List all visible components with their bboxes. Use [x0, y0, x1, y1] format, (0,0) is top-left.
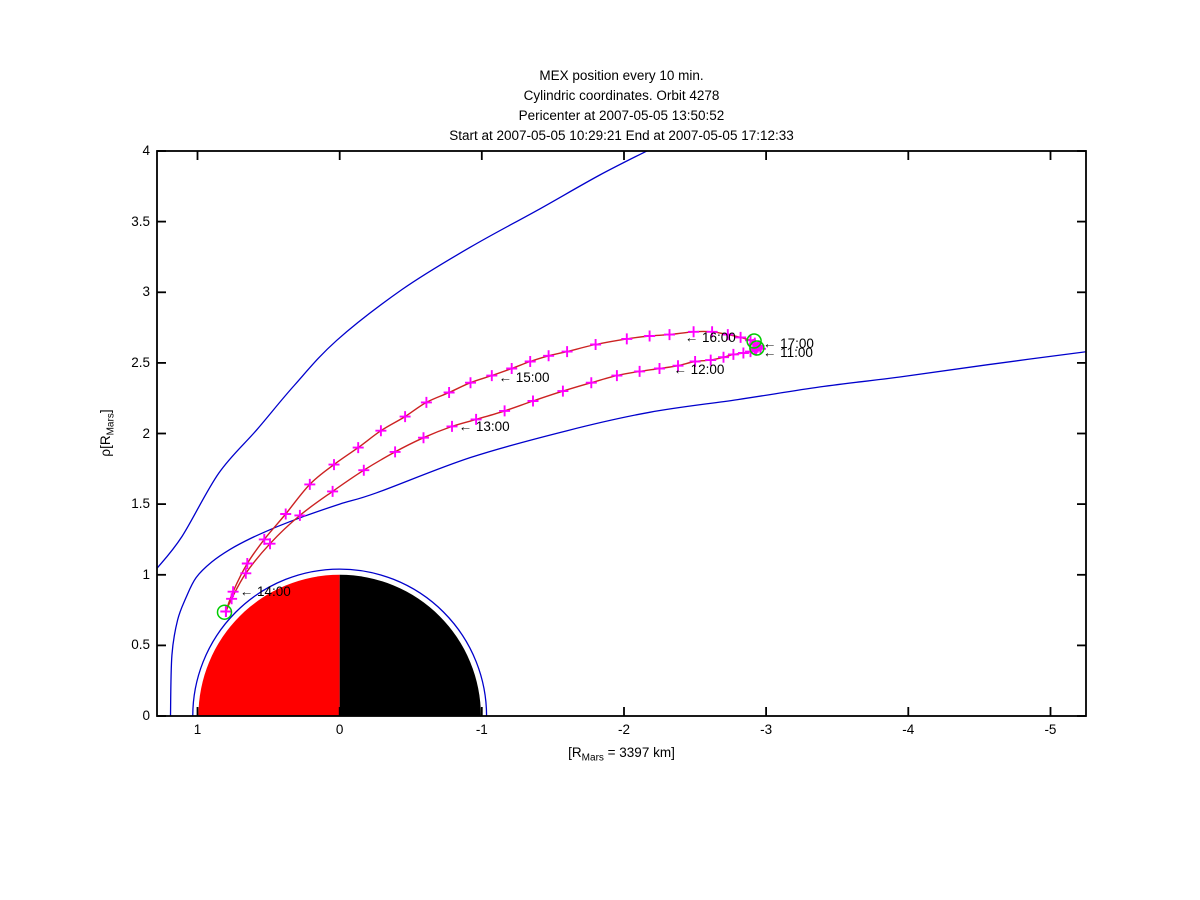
time-tick-marker — [561, 346, 573, 358]
x-tick-label-0: 0 — [335, 722, 344, 737]
time-tick-marker — [418, 432, 429, 444]
time-tick-marker — [446, 420, 458, 432]
time-tick-marker — [705, 354, 717, 366]
time-tick-marker — [557, 385, 569, 397]
orbit-end-marker — [746, 333, 762, 349]
time-tick-marker — [443, 387, 455, 398]
time-tick-marker — [389, 446, 401, 458]
magnetic-pileup-boundary-curve — [169, 351, 1086, 716]
pericenter-marker — [216, 604, 233, 620]
time-tick-marker — [304, 478, 316, 490]
time-tick-marker — [737, 347, 749, 359]
time-tick-marker — [644, 330, 656, 342]
plot-contents — [157, 151, 1086, 716]
time-tick-marker — [621, 333, 633, 345]
x-axis-label-suffix: = 3397 km] — [603, 745, 675, 760]
time-tick-marker — [258, 533, 270, 545]
title-line-4: Start at 2007-05-05 10:29:21 End at 2007… — [449, 128, 794, 143]
y-tick-label-3.5: 3.5 — [131, 213, 150, 229]
title-line-1: MEX position every 10 min. — [539, 68, 704, 83]
x-tick-label-1: 1 — [193, 722, 202, 737]
planet-dayside — [198, 574, 340, 716]
x-axis-label-subscript: Mars — [581, 752, 604, 764]
time-tick-marker — [735, 331, 747, 343]
planet-outline-circle — [192, 568, 488, 716]
x-tick-label--1: -1 — [475, 722, 488, 737]
time-tick-marker — [241, 558, 253, 569]
time-tick-marker — [527, 395, 539, 407]
y-tick-label-1: 1 — [142, 566, 150, 582]
time-tick-marker — [499, 405, 511, 417]
annotation-12:00: ← 12:00 — [673, 361, 725, 377]
plot-title-block: MEX position every 10 min. Cylindric coo… — [157, 66, 1086, 146]
time-tick-marker — [634, 365, 646, 377]
time-tick-marker — [328, 459, 340, 471]
time-tick-marker — [524, 356, 536, 367]
time-tick-marker — [420, 396, 432, 408]
time-tick-marker — [375, 425, 387, 437]
time-tick-marker — [590, 339, 602, 350]
time-tick-marker — [280, 508, 292, 520]
annotation-13:00: ← 13:00 — [458, 419, 510, 435]
annotation-16:00: ← 16:00 — [684, 330, 736, 346]
orbit-start-marker — [749, 340, 765, 356]
y-axis-label-suffix: ] — [98, 409, 113, 414]
time-tick-marker — [585, 377, 597, 389]
time-tick-marker — [688, 326, 700, 338]
time-tick-marker — [689, 356, 701, 367]
time-tick-marker — [465, 377, 476, 389]
x-tick-label--3: -3 — [760, 722, 773, 737]
time-tick-marker — [399, 411, 411, 423]
time-tick-marker — [543, 350, 555, 362]
title-line-2: Cylindric coordinates. Orbit 4278 — [523, 88, 720, 103]
time-tick-marker — [722, 329, 734, 341]
time-tick-marker — [664, 329, 675, 341]
time-tick-marker — [506, 363, 518, 374]
annotation-11:00: ← 11:00 — [762, 344, 813, 360]
time-tick-marker — [264, 538, 276, 550]
time-tick-marker — [654, 363, 665, 374]
time-tick-marker — [294, 509, 306, 521]
time-tick-marker — [358, 464, 370, 476]
time-tick-marker — [226, 593, 238, 605]
trajectory-inbound-line — [225, 346, 758, 612]
y-tick-label-1.5: 1.5 — [131, 496, 150, 512]
time-tick-marker — [470, 413, 482, 425]
x-tick-label--4: -4 — [902, 722, 915, 737]
time-tick-marker — [706, 326, 718, 338]
y-tick-label-0.5: 0.5 — [131, 637, 150, 653]
time-tick-marker — [672, 360, 684, 372]
x-axis-label: [RMars = 3397 km] — [157, 745, 1086, 764]
time-tick-marker — [611, 370, 623, 382]
time-tick-marker — [727, 348, 739, 360]
y-tick-label-2: 2 — [142, 425, 150, 441]
title-line-3: Pericenter at 2007-05-05 13:50:52 — [518, 108, 725, 123]
time-tick-markers — [220, 326, 766, 617]
bow-shock-curve — [157, 151, 649, 570]
y-tick-label-4: 4 — [142, 143, 150, 158]
x-axis-label-prefix: [R — [568, 745, 582, 760]
annotation-17:00: ← 17:00 — [762, 335, 814, 351]
y-tick-label-2.5: 2.5 — [131, 354, 150, 370]
y-tick-label-0: 0 — [142, 708, 150, 723]
y-tick-label-3: 3 — [142, 284, 150, 300]
trajectory-outbound-line — [225, 330, 756, 612]
x-tick-label--2: -2 — [617, 722, 630, 737]
time-tick-marker — [220, 606, 232, 617]
time-tick-marker — [227, 586, 239, 598]
time-tick-marker — [352, 442, 364, 454]
annotation-15:00: ← 15:00 — [498, 370, 550, 386]
time-tick-marker — [240, 567, 252, 579]
axis-box-group — [156, 150, 1087, 717]
time-tick-marker — [486, 370, 498, 382]
planet-nightside — [339, 574, 481, 716]
x-tick-label--5: -5 — [1044, 722, 1057, 737]
annotation-14:00: ← 14:00 — [239, 584, 291, 600]
time-tick-marker — [327, 485, 339, 497]
time-tick-marker — [718, 351, 729, 363]
